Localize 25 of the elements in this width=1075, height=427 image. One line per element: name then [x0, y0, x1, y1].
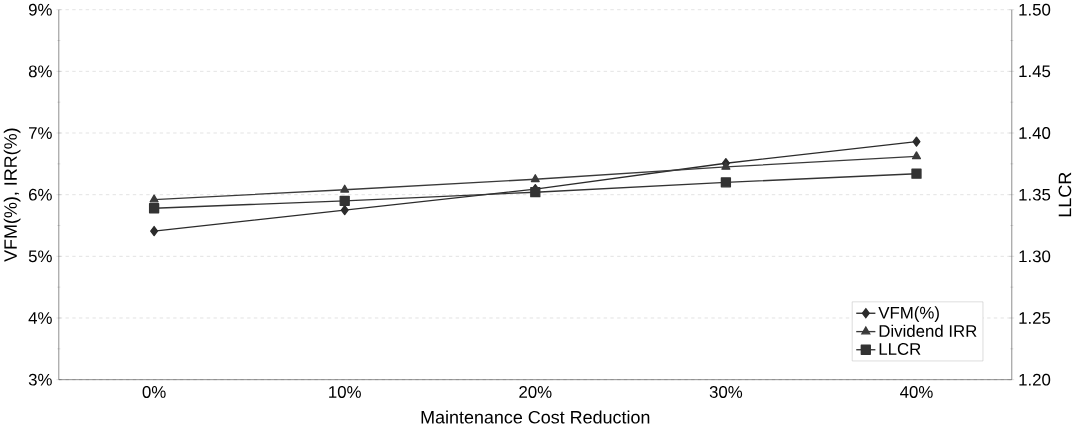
y2-tick-label: 1.40 [1019, 126, 1051, 139]
y-tick-label: 6% [29, 188, 52, 201]
legend-label: LLCR [879, 342, 921, 355]
y-axis-title: VFM(%), IRR(%) [3, 128, 21, 262]
y2-tick-label: 1.50 [1019, 3, 1051, 16]
x-tick-label: 40% [900, 385, 933, 398]
legend-label: VFM(%) [878, 306, 939, 322]
y2-tick-label: 1.30 [1019, 250, 1051, 263]
y2-tick-label: 1.45 [1019, 65, 1051, 78]
y-tick-label: 9% [28, 3, 52, 16]
y-tick-label: 4% [28, 311, 52, 324]
y2-tick-label: 1.20 [1019, 373, 1051, 386]
x-tick-label: 0% [142, 385, 166, 398]
legend-label: Dividend IRR [879, 324, 977, 337]
y2-axis-title: LLCR [1058, 172, 1072, 216]
y-tick-label: 8% [28, 65, 52, 78]
y-tick-label: 3% [28, 373, 52, 386]
y2-tick-label: 1.25 [1019, 311, 1051, 324]
x-tick-label: 10% [329, 385, 361, 398]
x-tick-label: 30% [709, 385, 743, 398]
y2-tick-label: 1.35 [1019, 188, 1051, 201]
x-axis-title: Maintenance Cost Reduction [421, 410, 650, 424]
y-tick-label: 7% [29, 126, 52, 139]
x-tick-label: 20% [519, 385, 552, 398]
y-tick-label: 5% [28, 250, 52, 263]
